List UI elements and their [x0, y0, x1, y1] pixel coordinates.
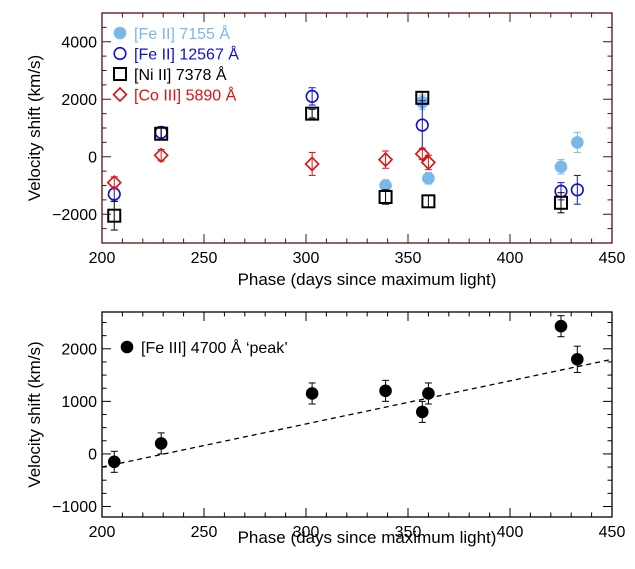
legend-label: [Fe III] 4700 Å ‘peak’: [141, 338, 288, 357]
data-point: [422, 172, 435, 185]
legend-marker: [113, 26, 127, 40]
data-point: [414, 146, 430, 162]
legend-marker: [120, 340, 134, 354]
y-tick-label: −1000: [52, 499, 97, 516]
data-point: [305, 387, 319, 400]
y-axis-label: Velocity shift (km/s): [25, 341, 44, 487]
legend-label: [Ni II] 7378 Å: [134, 65, 227, 84]
data-point: [378, 190, 393, 204]
x-tick-label: 350: [395, 250, 422, 267]
data-point: [154, 437, 168, 450]
data-point: [106, 174, 122, 191]
data-point: [554, 195, 568, 210]
data-point: [415, 118, 429, 132]
y-tick-label: 1000: [61, 394, 97, 411]
data-point: [107, 455, 121, 469]
legend: [Fe II] 7155 Å [Fe II] 12567 Å[Ni II] 737…: [112, 24, 239, 105]
x-tick-label: 400: [497, 524, 524, 541]
x-tick-label: 300: [293, 250, 320, 267]
series-1: [107, 315, 584, 473]
data-point: [571, 353, 584, 366]
chart-panel-2: 200 250 300 350 400 450 −1000 0 1000 2000 Phase (d…: [25, 311, 626, 547]
data-point: [421, 194, 436, 209]
chart-panel-1: 200 250 300 350 400 450 −2000 0 2000 4000 Phase (d…: [25, 12, 626, 289]
y-tick-label: 0: [88, 446, 97, 463]
x-tick-label: 200: [89, 250, 116, 267]
data-point: [571, 136, 584, 149]
legend-label: [Fe II] 7155 Å: [134, 24, 230, 43]
series-4: [106, 146, 437, 191]
y-tick-label: 2000: [61, 92, 97, 109]
y-axis-label: Velocity shift (km/s): [25, 55, 44, 201]
data-point: [420, 154, 437, 171]
data-point: [304, 156, 320, 172]
data-point: [305, 89, 319, 103]
x-tick-label: 350: [395, 524, 422, 541]
series-2: [107, 87, 584, 205]
data-point: [305, 106, 320, 121]
x-axis-label: Phase (days since maximum light): [238, 270, 497, 289]
y-tick-label: −2000: [52, 207, 97, 224]
y-tick-label: 0: [88, 149, 97, 166]
data-point: [415, 90, 430, 105]
data-point: [570, 183, 584, 197]
data-point: [153, 147, 169, 163]
legend: [Fe III] 4700 Å ‘peak’: [120, 338, 288, 357]
x-tick-label: 200: [89, 524, 116, 541]
x-tick-label: 400: [497, 250, 524, 267]
data-point: [422, 387, 435, 400]
x-tick-label: 250: [191, 250, 218, 267]
x-axis-label: Phase (days since maximum light): [238, 528, 497, 547]
data-point: [107, 208, 122, 223]
y-tick-label: 2000: [61, 341, 97, 358]
x-tick-label: 250: [191, 524, 218, 541]
legend-label: [Fe II] 12567 Å: [134, 45, 239, 64]
legend-marker: [113, 46, 127, 61]
data-point: [554, 160, 568, 174]
legend-marker: [113, 67, 127, 81]
legend-marker: [112, 86, 128, 103]
y-tick-label: 4000: [61, 34, 97, 51]
data-point: [554, 319, 568, 333]
data-point: [415, 405, 429, 419]
x-tick-label: 450: [599, 250, 626, 267]
data-point: [379, 384, 392, 398]
series-1: [379, 94, 584, 192]
x-tick-label: 450: [599, 524, 626, 541]
data-point: [154, 126, 169, 141]
legend-label: [Co III] 5890 Å: [134, 86, 237, 105]
data-point: [377, 151, 394, 168]
x-tick-label: 300: [293, 524, 320, 541]
series-3: [107, 90, 568, 231]
fit-line: [101, 358, 613, 468]
